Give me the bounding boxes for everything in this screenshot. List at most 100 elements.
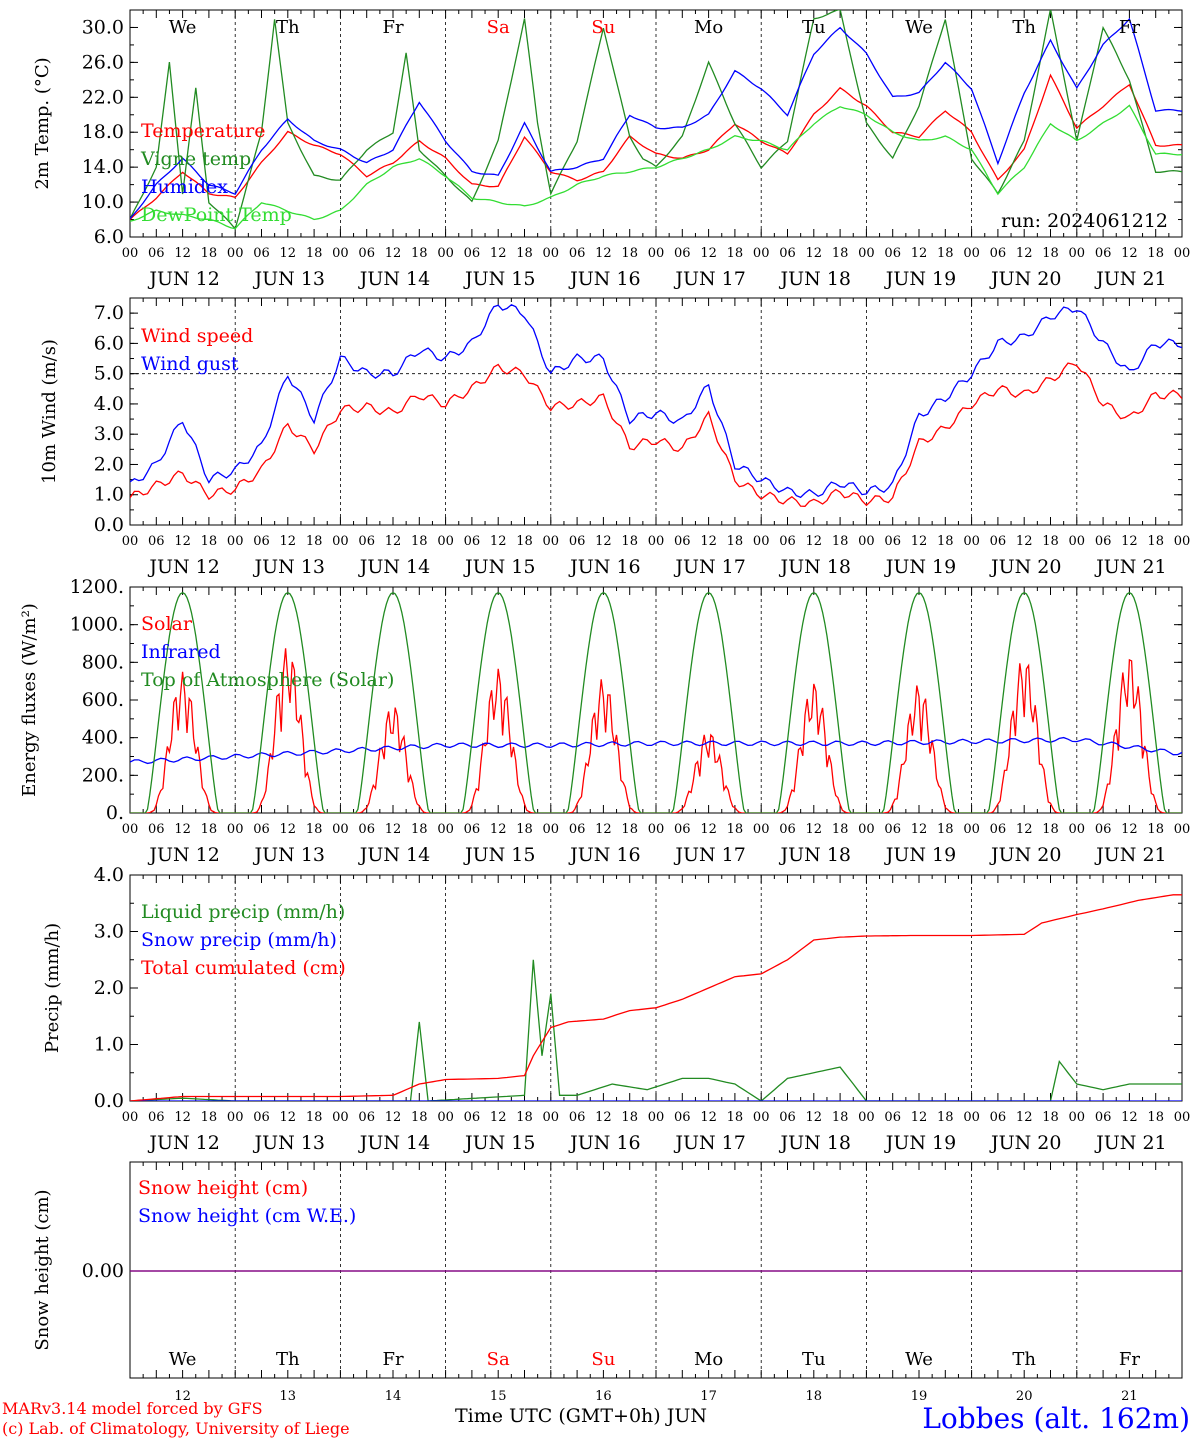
series-group [130, 304, 1182, 507]
hour-tick-label: 18 [937, 534, 954, 549]
hour-tick-label: 00 [543, 534, 560, 549]
hour-tick-label: 18 [832, 246, 849, 261]
day-number-label: 16 [595, 1389, 612, 1404]
hour-tick-label: 06 [1095, 1110, 1112, 1125]
hour-tick-label: 06 [990, 246, 1007, 261]
hour-tick-label: 00 [753, 822, 770, 837]
hour-tick-label: 00 [122, 1110, 139, 1125]
hour-tick-label: 06 [990, 822, 1007, 837]
hour-tick-label: 00 [963, 246, 980, 261]
weekday-label: Su [591, 1349, 615, 1370]
hour-tick-label: 00 [1069, 246, 1086, 261]
day-number-label: 18 [806, 1389, 823, 1404]
date-label: JUN 21 [1094, 268, 1166, 290]
weekday-label: We [905, 1349, 933, 1370]
hour-tick-label: 12 [1016, 1110, 1033, 1125]
hour-tick-label: 12 [1121, 534, 1138, 549]
chart-panel-1: 6.0 10.0 14.0 18.0 22.0 26.0 30.0 2m Temp. (°C)… [32, 9, 1190, 290]
hour-tick-label: 18 [1042, 822, 1059, 837]
date-label: JUN 18 [779, 1132, 851, 1154]
hour-tick-label: 18 [832, 822, 849, 837]
hour-tick-label: 06 [674, 822, 691, 837]
series-group [130, 10, 1182, 231]
hour-tick-label: 00 [648, 822, 665, 837]
hour-tick-label: 06 [779, 822, 796, 837]
date-label: JUN 12 [147, 1132, 219, 1154]
y-tick-label: 4.0 [94, 393, 124, 415]
hour-tick-label: 06 [990, 1110, 1007, 1125]
legend-entry: Snow precip (mm/h) [141, 929, 337, 951]
date-label: JUN 12 [147, 844, 219, 866]
y-tick-label: 1200. [70, 576, 124, 598]
hour-tick-label: 18 [411, 1110, 428, 1125]
hour-tick-label: 00 [648, 246, 665, 261]
hour-tick-label: 00 [437, 246, 454, 261]
y-tick-label: 0. [106, 802, 124, 824]
hour-tick-label: 12 [1016, 534, 1033, 549]
y-tick-label: 1.0 [94, 484, 124, 506]
hour-tick-label: 18 [621, 1110, 638, 1125]
y-tick-label: 0.0 [94, 1090, 124, 1112]
y-tick-label: 18.0 [82, 121, 124, 143]
legend-entry: Humidex [141, 176, 228, 198]
hour-tick-label: 00 [1069, 822, 1086, 837]
hour-tick-label: 12 [490, 1110, 507, 1125]
hour-tick-label: 00 [543, 246, 560, 261]
hour-tick-label: 06 [569, 822, 586, 837]
hour-tick-label: 00 [437, 534, 454, 549]
hour-tick-label: 06 [569, 246, 586, 261]
legend-entry: Solar [141, 613, 193, 635]
hour-tick-label: 00 [648, 1110, 665, 1125]
chart-panel-4: 0.0 1.0 2.0 3.0 4.0 Precip (mm/h) Liquid preci… [42, 864, 1190, 1154]
date-label: JUN 19 [884, 1132, 956, 1154]
y-tick-label: 6.0 [94, 332, 124, 354]
hour-tick-label: 06 [674, 534, 691, 549]
hour-tick-label: 00 [437, 822, 454, 837]
date-label: JUN 21 [1094, 1132, 1166, 1154]
hour-tick-label: 00 [332, 534, 349, 549]
hour-tick-label: 12 [700, 534, 717, 549]
y-tick-label: 1.0 [94, 1034, 124, 1056]
hour-tick-label: 18 [937, 246, 954, 261]
y-tick-label: 0.00 [82, 1260, 124, 1282]
hour-tick-label: 00 [858, 246, 875, 261]
y-axis-label: 10m Wind (m/s) [39, 339, 60, 484]
hour-tick-label: 12 [174, 534, 191, 549]
date-label: JUN 16 [568, 844, 640, 866]
hour-tick-label: 06 [884, 534, 901, 549]
date-label: JUN 15 [463, 556, 535, 578]
series-line-1 [130, 959, 1182, 1101]
y-tick-label: 800. [82, 651, 124, 673]
hour-tick-label: 12 [700, 1110, 717, 1125]
weekday-label: Su [591, 17, 615, 38]
y-tick-label: 5.0 [94, 363, 124, 385]
date-label: JUN 12 [147, 268, 219, 290]
hour-tick-label: 12 [490, 822, 507, 837]
date-label: JUN 19 [884, 556, 956, 578]
legend-entry: Liquid precip (mm/h) [141, 901, 345, 923]
hour-tick-label: 06 [464, 246, 481, 261]
hour-tick-label: 00 [1174, 246, 1191, 261]
chart-panel-5: 0.00 Snow height (cm) Snow height (cm) Snow… [32, 1161, 1183, 1404]
hour-tick-label: 18 [1147, 1110, 1164, 1125]
hour-tick-label: 12 [280, 822, 297, 837]
hour-tick-label: 12 [595, 822, 612, 837]
weekday-label: Th [1012, 17, 1036, 38]
hour-tick-label: 18 [727, 534, 744, 549]
series-group [130, 591, 1182, 813]
series-line-2 [130, 736, 1182, 765]
hour-tick-label: 06 [884, 1110, 901, 1125]
weekday-label: Th [1012, 1349, 1036, 1370]
legend-entry: DewPoint Temp [141, 204, 292, 226]
weekday-label: Fr [382, 17, 403, 38]
hour-tick-label: 00 [227, 534, 244, 549]
day-number-label: 20 [1016, 1389, 1033, 1404]
hour-tick-label: 00 [543, 822, 560, 837]
hour-tick-label: 18 [727, 246, 744, 261]
day-number-label: 12 [174, 1389, 191, 1404]
hour-tick-label: 00 [963, 534, 980, 549]
hour-tick-label: 00 [543, 1110, 560, 1125]
date-label: JUN 15 [463, 268, 535, 290]
date-label: JUN 20 [989, 556, 1061, 578]
